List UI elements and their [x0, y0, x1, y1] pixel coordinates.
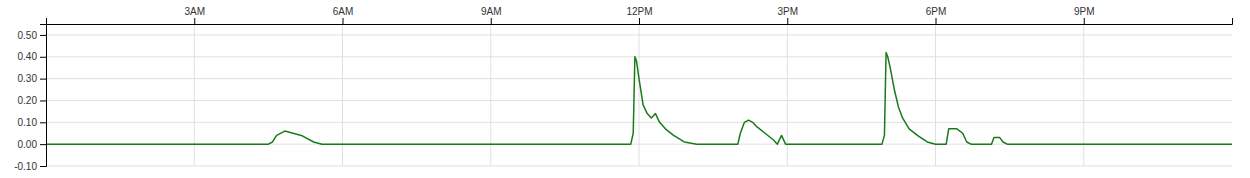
x-axis: 3AM 6AM 9AM 12PM 3PM 6PM 9PM	[47, 6, 1233, 25]
tick-label: 0.30	[18, 73, 38, 84]
grid-line	[639, 24, 640, 166]
plot: 3AM 6AM 9AM 12PM 3PM 6PM 9PM -0.10 0.00 0.10 0.20 0…	[14, 6, 1232, 172]
tick-label: 0.20	[18, 95, 38, 106]
tick: 9AM	[481, 6, 502, 24]
axis-line	[40, 25, 47, 167]
line	[46, 52, 1232, 144]
tick-mark	[787, 18, 788, 24]
tick-label: 6AM	[333, 6, 354, 17]
tick: 6PM	[926, 6, 947, 24]
grid	[46, 24, 1232, 166]
chart: 3AM 6AM 9AM 12PM 3PM 6PM 9PM -0.10 0.00 0.10 0.20 0…	[0, 0, 1250, 178]
tick: 0.40	[18, 51, 46, 62]
tick-mark	[40, 166, 46, 167]
tick-mark	[40, 79, 46, 80]
tick-mark	[40, 122, 46, 123]
marks	[46, 52, 1232, 144]
tick: 6AM	[333, 6, 354, 24]
tick-label: 9AM	[481, 6, 502, 17]
tick-label: 12PM	[626, 6, 652, 17]
tick-label: 6PM	[926, 6, 947, 17]
tick-mark	[40, 35, 46, 36]
axis-line	[47, 18, 1233, 25]
tick: 3AM	[184, 6, 205, 24]
tick-mark	[40, 144, 46, 145]
tick: 12PM	[626, 6, 652, 24]
tick-mark	[639, 18, 640, 24]
tick-label: -0.10	[14, 161, 37, 172]
tick: 0.00	[18, 139, 46, 150]
tick-mark	[40, 100, 46, 101]
tick-mark	[40, 57, 46, 58]
tick-label: 0.00	[18, 139, 38, 150]
tick-mark	[491, 18, 492, 24]
tick-label: 0.40	[18, 51, 38, 62]
tick: 0.50	[18, 30, 46, 41]
tick-label: 0.50	[18, 30, 38, 41]
tick-mark	[194, 18, 195, 24]
tick-label: 0.10	[18, 117, 38, 128]
tick: 3PM	[777, 6, 798, 24]
tick-mark	[343, 18, 344, 24]
y-axis: -0.10 0.00 0.10 0.20 0.30 0.40 0.50	[14, 25, 46, 172]
tick: 9PM	[1074, 6, 1095, 24]
tick: 0.20	[18, 95, 46, 106]
tick-label: 3PM	[777, 6, 798, 17]
tick-mark	[936, 18, 937, 24]
tick-label: 9PM	[1074, 6, 1095, 17]
tick-mark	[1084, 18, 1085, 24]
tick: -0.10	[14, 161, 46, 172]
tick-label: 3AM	[184, 6, 205, 17]
tick: 0.30	[18, 73, 46, 84]
tick: 0.10	[18, 117, 46, 128]
